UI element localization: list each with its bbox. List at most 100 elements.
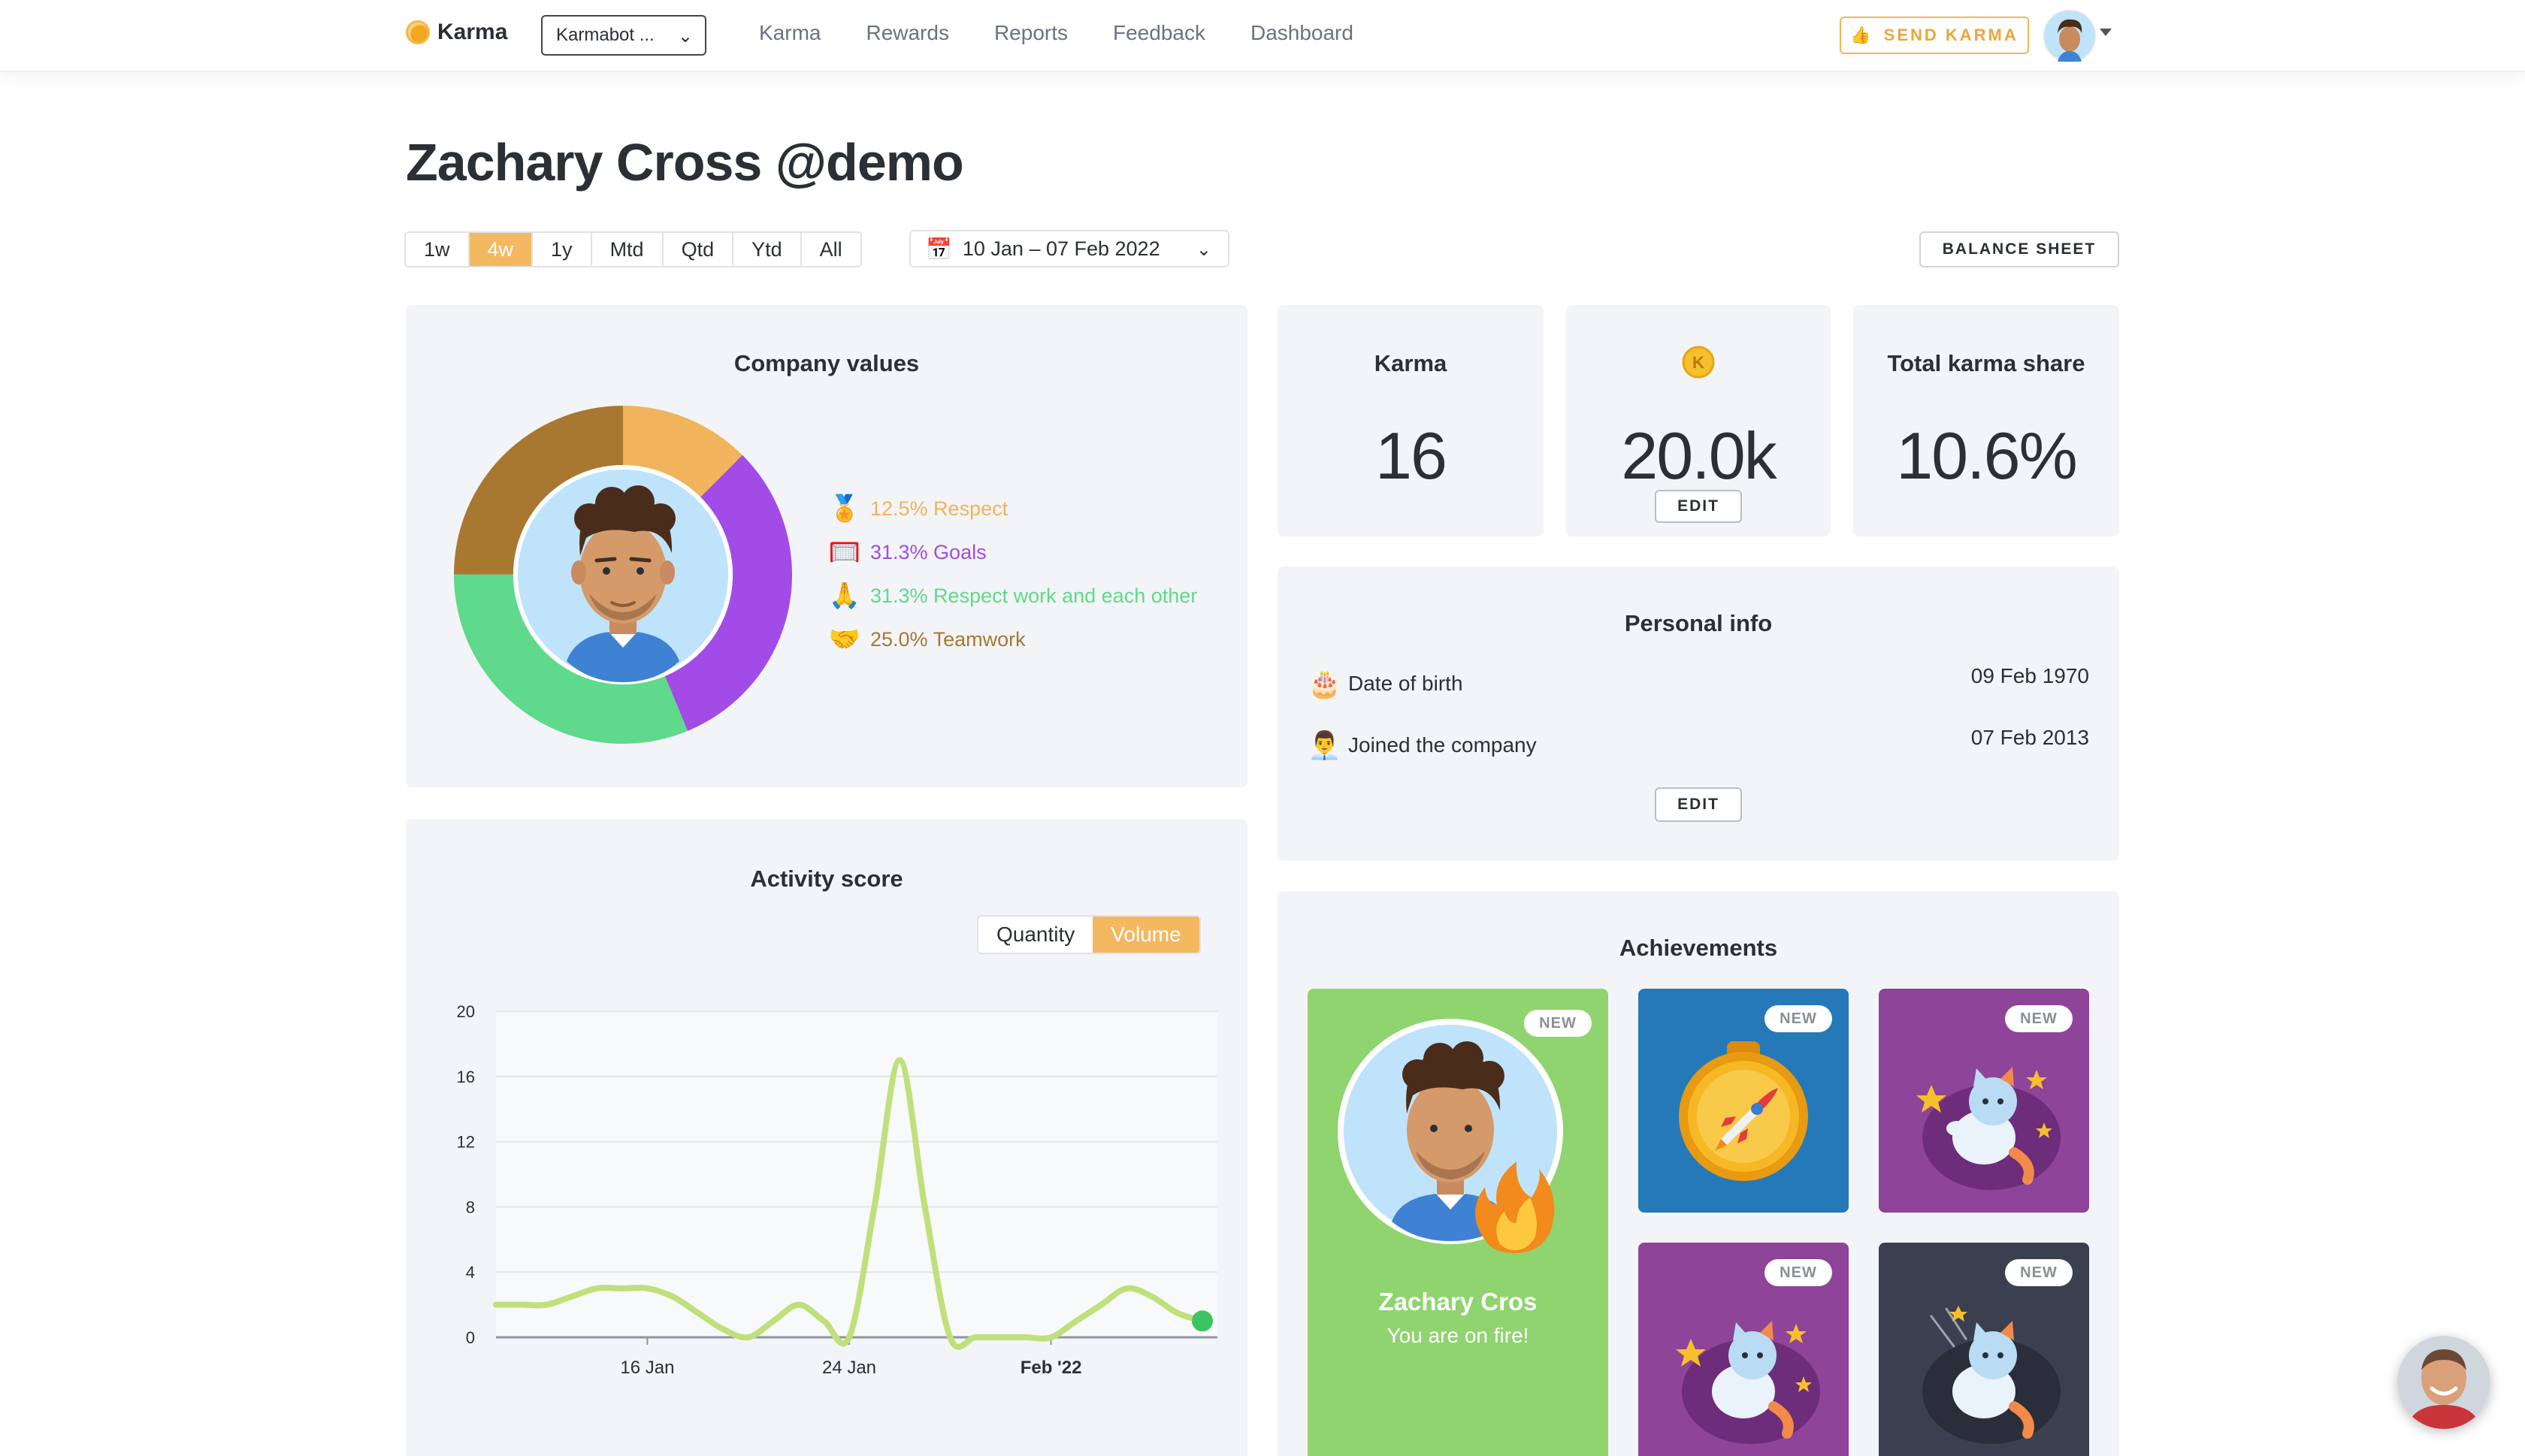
- user-menu-caret-icon[interactable]: [2100, 29, 2112, 36]
- x-tick-label: Feb '22: [1021, 1358, 1082, 1378]
- legend-label: 31.3% Goals: [870, 540, 987, 563]
- achievement-comet-cat[interactable]: NEW: [1879, 1243, 2089, 1456]
- karma-coin-icon: K: [1682, 346, 1715, 379]
- fire-icon: [1474, 1161, 1555, 1253]
- info-row-joined-company: 👨‍💼 Joined the company 07 Feb 2013: [1308, 723, 2089, 768]
- team-select[interactable]: Karmabot ... ⌄: [541, 15, 706, 56]
- coins-stat-value: 20.0k: [1621, 418, 1777, 493]
- edit-personal-info-button[interactable]: EDIT: [1655, 787, 1742, 822]
- thumbs-up-icon: 👍: [1850, 26, 1873, 44]
- date-range-picker[interactable]: 📅 10 Jan – 07 Feb 2022 ⌄: [909, 230, 1229, 267]
- y-tick-label: 12: [457, 1133, 475, 1152]
- svg-text:K: K: [1692, 353, 1704, 372]
- share-stat-title: Total karma share: [1887, 350, 2085, 376]
- y-tick-label: 8: [466, 1198, 475, 1216]
- info-value: 09 Feb 1970: [1970, 664, 2089, 687]
- donut-slice[interactable]: [623, 406, 742, 497]
- balance-sheet-button[interactable]: BALANCE SHEET: [1919, 231, 2119, 267]
- praying-hands-icon: 🙏: [828, 581, 861, 610]
- x-tick-label: 16 Jan: [620, 1358, 674, 1378]
- office-worker-icon: 👨‍💼: [1308, 730, 1341, 760]
- chart-plot-area: [496, 1011, 1217, 1337]
- activity-chart: 0 4 8 12 16 20 16 Jan 24 Jan Feb '22: [457, 1002, 1217, 1378]
- karma-logo-icon: [406, 20, 430, 44]
- new-badge: NEW: [2005, 1259, 2073, 1286]
- legend-item: 🥅 31.3% Goals: [828, 530, 1197, 574]
- chevron-down-icon: ⌄: [677, 26, 693, 47]
- nav-link-reports[interactable]: Reports: [993, 21, 1068, 44]
- karma-stat-title: Karma: [1374, 350, 1447, 376]
- nav-link-feedback[interactable]: Feedback: [1113, 21, 1205, 44]
- star-cat-icon: [1916, 1067, 2061, 1190]
- y-tick-label: 20: [457, 1002, 475, 1021]
- activity-series-line: [493, 1057, 1205, 1350]
- achievements-title: Achievements: [1619, 935, 1778, 961]
- comet-cat-icon: [1922, 1306, 2061, 1444]
- legend-item: 🙏 31.3% Respect work and each other: [828, 574, 1197, 618]
- karma-stat-card: Karma 16: [1278, 305, 1544, 536]
- achievement-rocket-medal[interactable]: NEW: [1638, 989, 1849, 1213]
- edit-coins-button[interactable]: EDIT: [1655, 490, 1742, 523]
- info-row-date-of-birth: 🎂 Date of birth 09 Feb 1970: [1308, 661, 2089, 706]
- x-tick-label: 24 Jan: [822, 1358, 876, 1378]
- support-chat-avatar[interactable]: [2397, 1336, 2490, 1429]
- goal-net-icon: 🥅: [828, 538, 861, 566]
- featured-avatar: [1338, 1019, 1563, 1253]
- profile-avatar: [513, 465, 733, 684]
- achievement-star-cat[interactable]: NEW: [1879, 989, 2089, 1213]
- company-values-legend: 🏅 12.5% Respect 🥅 31.3% Goals 🙏 31.3% Re…: [828, 487, 1197, 661]
- send-karma-button[interactable]: 👍 SEND KARMA: [1840, 17, 2029, 54]
- legend-label: 31.3% Respect work and each other: [870, 584, 1198, 607]
- range-all[interactable]: All: [801, 233, 860, 266]
- nav-link-rewards[interactable]: Rewards: [866, 21, 949, 44]
- new-badge: NEW: [1764, 1005, 1832, 1032]
- range-qtd[interactable]: Qtd: [663, 233, 734, 266]
- legend-item: 🤝 25.0% Teamwork: [828, 618, 1197, 661]
- range-ytd[interactable]: Ytd: [733, 233, 802, 266]
- personal-info-title: Personal info: [1624, 610, 1773, 636]
- donut-slice[interactable]: [454, 406, 623, 575]
- nav-link-karma[interactable]: Karma: [759, 21, 821, 44]
- donut-slice[interactable]: [664, 455, 792, 731]
- share-stat-value: 10.6%: [1896, 418, 2078, 493]
- profile-handle: @demo: [775, 133, 964, 192]
- coins-stat-card: K 20.0k EDIT: [1566, 305, 1831, 536]
- range-selector: 1w 4w 1y Mtd Qtd Ytd All: [404, 231, 862, 267]
- star-cat-icon: [1676, 1321, 1820, 1444]
- date-range-value: 10 Jan – 07 Feb 2022: [962, 237, 1160, 260]
- activity-last-point[interactable]: [1192, 1310, 1213, 1332]
- toggle-quantity[interactable]: Quantity: [996, 923, 1075, 946]
- chevron-down-icon: ⌄: [1196, 240, 1211, 260]
- nav-link-dashboard[interactable]: Dashboard: [1250, 21, 1353, 44]
- range-4w[interactable]: 4w: [469, 233, 534, 266]
- range-1w[interactable]: 1w: [406, 233, 470, 266]
- main-nav: Karma Rewards Reports Feedback Dashboard: [759, 21, 1353, 45]
- info-label: Joined the company: [1348, 733, 1537, 757]
- new-badge: NEW: [1764, 1259, 1832, 1286]
- new-badge: NEW: [2005, 1005, 2073, 1032]
- toggle-volume[interactable]: Volume: [1093, 917, 1199, 953]
- range-mtd[interactable]: Mtd: [591, 233, 664, 266]
- legend-item: 🏅 12.5% Respect: [828, 487, 1197, 530]
- y-tick-label: 0: [466, 1328, 475, 1347]
- team-select-value: Karmabot ...: [556, 25, 655, 45]
- new-badge: NEW: [1524, 1010, 1592, 1037]
- brand[interactable]: Karma: [406, 20, 507, 45]
- company-values-title: Company values: [733, 350, 920, 376]
- top-navbar: Karma Karmabot ... ⌄ Karma Rewards Repor…: [0, 0, 2525, 72]
- legend-label: 12.5% Respect: [870, 497, 1008, 520]
- legend-label: 25.0% Teamwork: [870, 627, 1026, 651]
- info-value: 07 Feb 2013: [1970, 726, 2089, 749]
- range-1y[interactable]: 1y: [533, 233, 592, 266]
- company-values-donut: [454, 406, 792, 744]
- brand-name: Karma: [437, 20, 508, 44]
- calendar-icon: 📅: [926, 237, 952, 261]
- featured-achievement-subtitle: You are on fire!: [1386, 1324, 1529, 1347]
- achievement-featured[interactable]: NEW Zachary Cros You are on fire!: [1308, 989, 1608, 1456]
- user-avatar[interactable]: [2043, 9, 2097, 63]
- donut-slice[interactable]: [454, 574, 688, 744]
- activity-metric-toggle: Quantity Volume: [977, 915, 1201, 954]
- featured-achievement-name: Zachary Cros: [1378, 1288, 1538, 1316]
- achievement-star-cat[interactable]: NEW: [1638, 1243, 1849, 1456]
- profile-name: Zachary Cross: [406, 133, 762, 192]
